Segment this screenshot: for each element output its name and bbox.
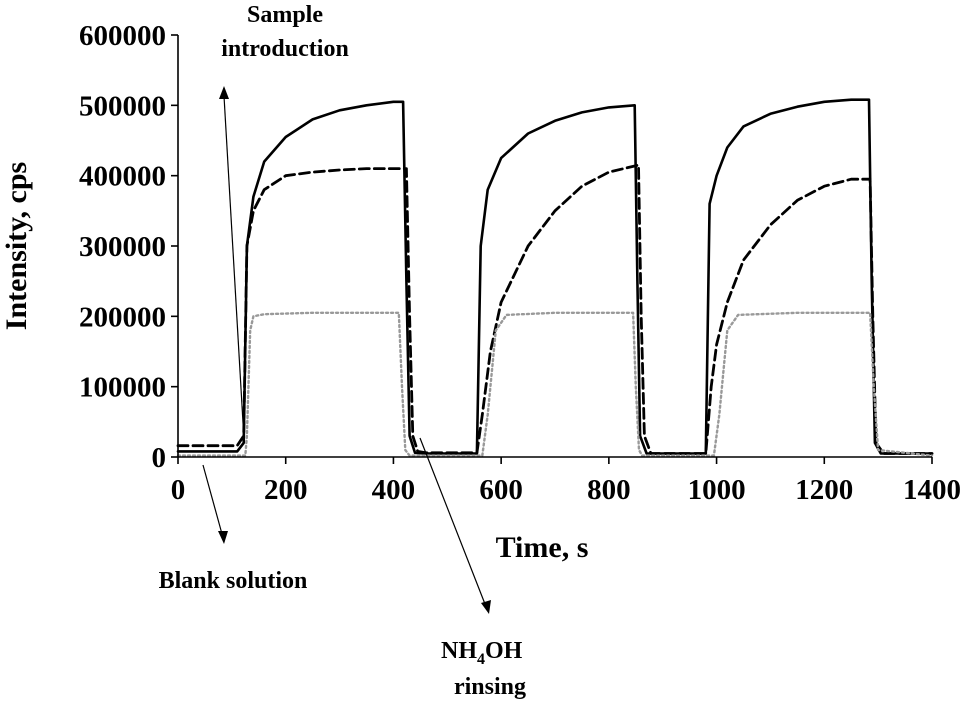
y-tick-label: 500000 <box>79 90 166 122</box>
annotation-nh4oh: NH4OH <box>441 638 523 668</box>
series-line-dashed <box>176 163 934 455</box>
ticks-layer: 0 100000 200000 300000 400000 500000 600000 0 20… <box>79 20 961 506</box>
y-tick-label: 0 <box>152 442 167 474</box>
x-tick-label: 1400 <box>903 474 961 506</box>
x-tick-label: 0 <box>171 474 186 506</box>
x-tick-label: 400 <box>372 474 416 506</box>
arrow-blank-solution <box>202 464 223 535</box>
arrow-sample-introduction <box>223 95 245 441</box>
annotation-sample-introduction-line2: introduction <box>221 36 349 62</box>
arrow-head-nh4oh-rinsing <box>481 600 491 614</box>
x-tick-label: 1000 <box>688 474 746 506</box>
x-tick-label: 800 <box>587 474 631 506</box>
y-tick-label: 200000 <box>79 301 166 333</box>
annotation-blank-solution: Blank solution <box>159 568 308 594</box>
series-line-solid <box>176 98 934 455</box>
annotation-nh4oh-subscript: 4 <box>477 651 485 668</box>
x-tick-label: 200 <box>264 474 308 506</box>
x-tick-label: 600 <box>479 474 523 506</box>
x-axis-title: Time, s <box>496 531 589 564</box>
y-tick-label: 400000 <box>79 161 166 193</box>
y-tick-label: 300000 <box>79 231 166 263</box>
x-tick-label: 1200 <box>795 474 853 506</box>
arrow-head-sample-introduction <box>219 86 229 99</box>
annotation-nh4oh-part2: OH <box>485 638 523 664</box>
y-axis-title: Intensity, cps <box>0 162 33 330</box>
y-tick-label: 600000 <box>79 20 166 52</box>
annotation-sample-introduction-line1: Sample <box>247 2 323 28</box>
annotation-rinsing: rinsing <box>454 674 526 700</box>
annotation-nh4oh-part1: NH <box>441 638 477 664</box>
arrow-nh4oh-rinsing <box>419 437 486 605</box>
annotations-layer: Sample introduction Blank solution NH4OH… <box>159 2 526 700</box>
axes-layer <box>177 35 932 458</box>
series-line-dotted <box>176 311 934 457</box>
series-layer <box>176 98 934 457</box>
arrow-head-blank-solution <box>218 531 228 544</box>
y-tick-label: 100000 <box>79 372 166 404</box>
